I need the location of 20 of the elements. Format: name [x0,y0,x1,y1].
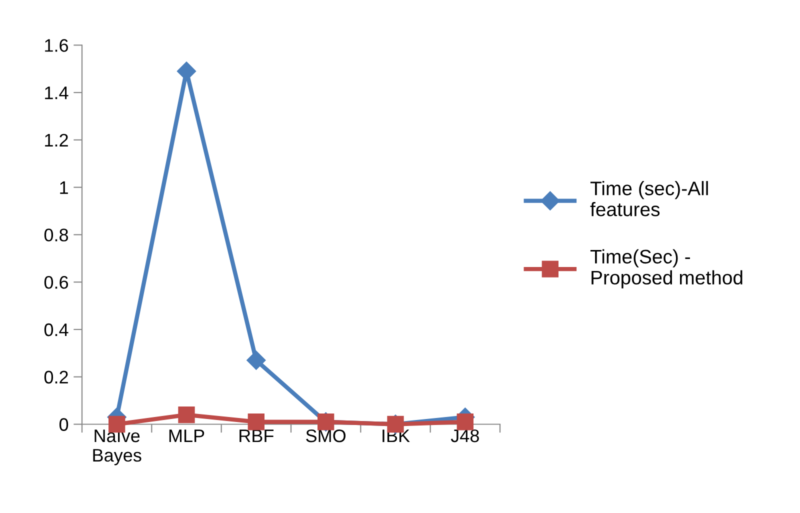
y-tick-label: 0.8 [44,228,68,242]
point [246,350,266,370]
x-tick-label: MLP [169,430,204,442]
y-tick-label: 0.6 [44,276,68,289]
x-tick-label: RBF [240,430,274,442]
y-tick-label: 1.6 [45,39,68,52]
y-tick-label: 1.4 [45,86,68,100]
y-tick-label: 0 [59,418,68,431]
y-tick-label: 1 [60,181,68,194]
legend-label: Time (sec)-All features [590,181,708,216]
y-tick-label: 0.2 [44,370,68,384]
x-tick-label: SMO [306,429,346,442]
point [456,414,474,430]
point [248,414,264,430]
legend-label: Time(Sec) - Proposed method [590,249,742,288]
y-tick-label: 1.2 [45,134,68,146]
y-tick-label: 0.4 [44,323,68,336]
x-tick-label: Naïve Bayes [93,430,142,466]
x-tick-label: J48 [450,429,479,442]
point [178,406,195,424]
